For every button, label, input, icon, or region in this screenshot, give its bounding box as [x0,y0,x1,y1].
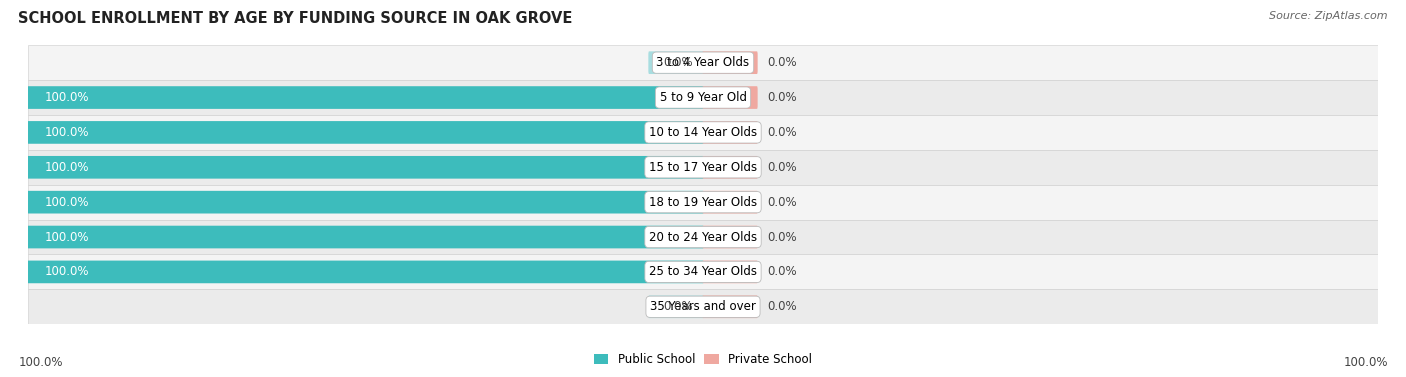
Bar [28,219,1378,254]
Text: 5 to 9 Year Old: 5 to 9 Year Old [659,91,747,104]
Bar [28,115,1378,150]
Text: 20 to 24 Year Olds: 20 to 24 Year Olds [650,231,756,244]
Text: 0.0%: 0.0% [768,300,797,313]
Text: 0.0%: 0.0% [664,56,693,69]
Bar [28,290,1378,324]
Text: 0.0%: 0.0% [768,56,797,69]
Text: 0.0%: 0.0% [768,196,797,208]
FancyBboxPatch shape [703,156,758,179]
Text: 3 to 4 Year Olds: 3 to 4 Year Olds [657,56,749,69]
Text: 0.0%: 0.0% [768,231,797,244]
Text: 15 to 17 Year Olds: 15 to 17 Year Olds [650,161,756,174]
FancyBboxPatch shape [703,51,758,74]
FancyBboxPatch shape [28,226,703,248]
FancyBboxPatch shape [703,121,758,144]
FancyBboxPatch shape [28,191,703,213]
FancyBboxPatch shape [648,51,703,74]
Text: 0.0%: 0.0% [768,265,797,278]
Bar [28,80,1378,115]
Text: Source: ZipAtlas.com: Source: ZipAtlas.com [1270,11,1388,21]
Text: 35 Years and over: 35 Years and over [650,300,756,313]
Legend: Public School, Private School: Public School, Private School [592,351,814,369]
Text: 18 to 19 Year Olds: 18 to 19 Year Olds [650,196,756,208]
FancyBboxPatch shape [703,261,758,283]
FancyBboxPatch shape [703,296,758,318]
Text: 100.0%: 100.0% [1343,357,1388,369]
Text: 0.0%: 0.0% [768,91,797,104]
Bar [28,185,1378,219]
Text: 0.0%: 0.0% [664,300,693,313]
Text: SCHOOL ENROLLMENT BY AGE BY FUNDING SOURCE IN OAK GROVE: SCHOOL ENROLLMENT BY AGE BY FUNDING SOUR… [18,11,572,26]
FancyBboxPatch shape [28,121,703,144]
Text: 10 to 14 Year Olds: 10 to 14 Year Olds [650,126,756,139]
Text: 100.0%: 100.0% [45,161,90,174]
FancyBboxPatch shape [28,156,703,179]
Text: 100.0%: 100.0% [18,357,63,369]
FancyBboxPatch shape [703,226,758,248]
FancyBboxPatch shape [703,191,758,213]
Bar [28,150,1378,185]
Bar [28,45,1378,80]
FancyBboxPatch shape [648,296,703,318]
Text: 100.0%: 100.0% [45,265,90,278]
Text: 0.0%: 0.0% [768,161,797,174]
Text: 100.0%: 100.0% [45,196,90,208]
Text: 100.0%: 100.0% [45,126,90,139]
Bar [28,254,1378,290]
Text: 100.0%: 100.0% [45,231,90,244]
Text: 25 to 34 Year Olds: 25 to 34 Year Olds [650,265,756,278]
FancyBboxPatch shape [28,86,703,109]
FancyBboxPatch shape [703,86,758,109]
FancyBboxPatch shape [28,261,703,283]
Text: 0.0%: 0.0% [768,126,797,139]
Text: 100.0%: 100.0% [45,91,90,104]
